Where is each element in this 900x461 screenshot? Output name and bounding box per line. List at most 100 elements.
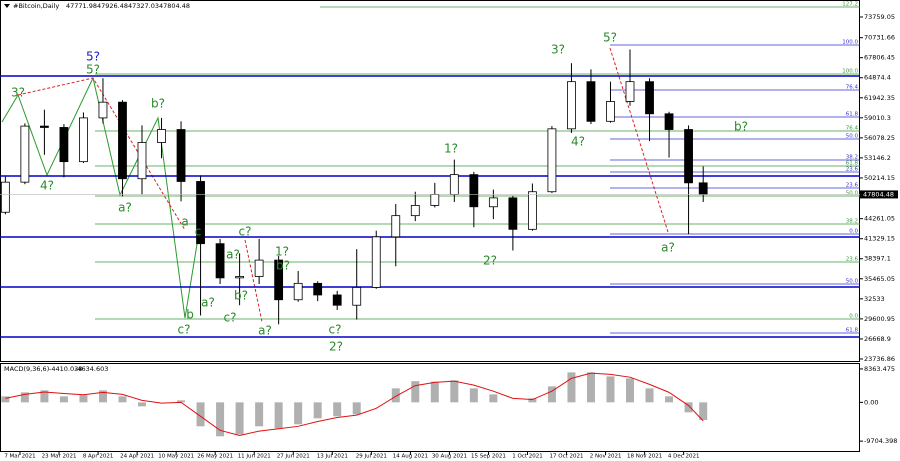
wave-label: c?	[329, 323, 342, 337]
wave-label: 5?	[603, 31, 617, 45]
y-tick-label: 50214.15	[864, 174, 895, 182]
macd-bar	[430, 381, 439, 403]
x-tick-label: 29 Jul 2021	[356, 454, 387, 460]
fib-label: 100.0	[842, 39, 858, 45]
wave-label: a?	[118, 201, 132, 215]
candle-body	[254, 259, 264, 277]
y-tick-label: 29600.95	[864, 315, 895, 323]
price-tag-label: 47804.48	[863, 190, 894, 198]
macd-bar	[235, 402, 244, 435]
macd-bar	[586, 372, 595, 403]
x-tick-label: 27 Jun 2021	[277, 454, 310, 460]
signal-line	[5, 372, 704, 437]
candle-body	[547, 128, 557, 193]
wave-label: 2?	[329, 340, 343, 354]
candle-body	[567, 81, 576, 130]
x-tick-label: 7 Mar 2021	[4, 454, 35, 460]
candle-body	[430, 194, 440, 206]
macd-bar	[699, 402, 708, 420]
wave-label: a?	[661, 241, 675, 255]
wave-label: 1?	[275, 245, 289, 259]
candle-body	[40, 125, 49, 128]
candle-body	[528, 191, 537, 230]
x-tick-label: 17 Oct 2021	[550, 454, 584, 460]
wave-label: 1?	[444, 142, 458, 156]
candle-body	[352, 287, 362, 306]
macd-bar	[489, 394, 498, 403]
wave-label: a?	[201, 296, 215, 310]
x-tick-label: 11 Jun 2021	[238, 454, 271, 460]
macd-bar	[118, 396, 127, 403]
x-tick-label: 1 Oct 2021	[512, 454, 543, 460]
y-tick-label: 26668.9	[864, 335, 891, 343]
macd-bar	[665, 396, 674, 403]
fib-label: 61.8	[846, 160, 859, 166]
fib-label: 38.2	[846, 218, 858, 224]
wave-line	[1, 77, 94, 177]
fib-label: 76.4	[846, 84, 859, 90]
macd-bar	[352, 402, 361, 415]
wave-dash	[244, 239, 263, 323]
wave-label: c?	[178, 323, 191, 337]
macd-bar	[79, 395, 88, 403]
macd-pane	[0, 363, 860, 452]
x-tick-label: 30 Aug 2021	[432, 454, 467, 460]
fib-label: 127.2	[842, 1, 858, 7]
y-tick-label: 53146.2	[864, 154, 891, 162]
macd-bar	[255, 402, 264, 427]
candle-body	[410, 205, 420, 217]
fib-label: 61.8	[846, 327, 859, 333]
macd-bar	[20, 392, 29, 403]
header-low: 47327.03	[128, 2, 159, 10]
candle-body	[698, 182, 708, 195]
wave-label: 5?	[86, 50, 100, 64]
x-tick-label: 2 Nov 2021	[590, 454, 622, 460]
wave-label: 4?	[571, 135, 585, 149]
wave-label: b?	[734, 120, 748, 134]
y2-tick-label: 0.00	[864, 398, 878, 406]
y-tick-label: 73759.05	[864, 13, 895, 21]
macd-bar	[684, 402, 693, 413]
wave-lines	[1, 47, 669, 323]
wave-label: c?	[239, 225, 252, 239]
fib-label: 0.0	[849, 313, 858, 319]
wave-label: b?	[276, 259, 290, 273]
x-tick-label: 10 May 2021	[158, 454, 194, 460]
signal-last: -4634.603	[75, 365, 108, 373]
wave-label: a?	[226, 248, 240, 262]
wave-label: 2?	[483, 254, 497, 268]
candle-body	[391, 215, 401, 238]
candle-body	[157, 129, 166, 143]
y2-tick-label: 8363.475	[864, 365, 895, 373]
macd-bar	[333, 402, 342, 417]
wave-label: 3?	[11, 86, 25, 100]
fib-label: 23.6	[846, 256, 859, 262]
wave-dash	[609, 47, 669, 233]
candle-body	[449, 174, 459, 195]
fib-label: 23.6	[846, 166, 859, 172]
macd-bar	[177, 400, 186, 403]
x-tick-label: 15 Sep 2021	[471, 454, 506, 460]
fib-label: 50.0	[846, 190, 859, 196]
macd-bar	[606, 376, 615, 403]
y2-tick-label: -9704.398	[864, 437, 897, 445]
candle-body	[59, 127, 69, 163]
fib-label: 0.0	[849, 228, 858, 234]
candle-body	[684, 129, 693, 184]
wave-label: 5?	[86, 63, 100, 77]
macd-bar	[59, 396, 68, 403]
wave-label: c?	[224, 311, 237, 325]
candle-body	[371, 236, 381, 288]
candle-body	[196, 181, 205, 245]
macd-bar	[411, 381, 420, 403]
candle-body	[606, 101, 615, 122]
symbol: #Bitcoin,Daily	[13, 2, 59, 10]
candle-body	[293, 282, 303, 301]
y-tick-label: 38397.1	[864, 255, 891, 263]
candle-body	[469, 174, 479, 208]
candle-body	[664, 113, 674, 130]
y-tick-label: 35465.05	[864, 275, 895, 283]
candle-body	[645, 81, 654, 115]
fib-label: 50.0	[846, 133, 859, 139]
